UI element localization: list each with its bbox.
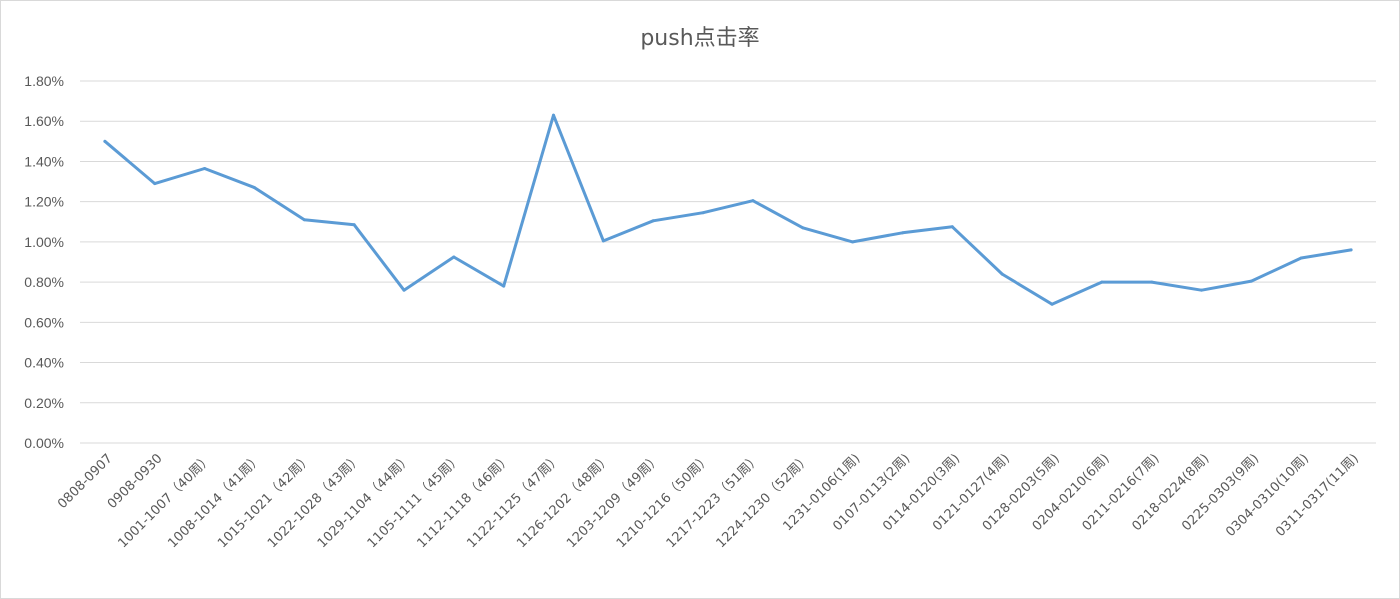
data-point <box>751 199 755 203</box>
x-tick-label: 1217-1223（51周） <box>664 451 764 551</box>
x-tick-label: 1126-1202（48周） <box>514 451 614 551</box>
x-tick-label: 1122-1125（47周） <box>464 451 564 551</box>
x-tick-label: 1105-1111（45周） <box>365 451 465 551</box>
data-point <box>452 255 456 259</box>
data-point <box>1200 288 1204 292</box>
data-point <box>103 139 107 143</box>
data-point <box>701 211 705 215</box>
y-tick-label: 1.20% <box>24 194 64 210</box>
y-tick-label: 0.20% <box>24 395 64 411</box>
data-point <box>302 218 306 222</box>
y-tick-label: 0.40% <box>24 355 64 371</box>
y-tick-label: 1.00% <box>24 234 64 250</box>
x-tick-label: 1112-1118（46周） <box>415 451 515 551</box>
x-tick-label: 1203-1209（49周） <box>564 451 664 551</box>
data-point <box>352 223 356 227</box>
y-tick-label: 0.80% <box>24 274 64 290</box>
data-point <box>402 288 406 292</box>
data-point <box>153 182 157 186</box>
x-tick-label: 1001-1007（40周） <box>115 451 215 551</box>
x-tick-label: 1210-1216（50周） <box>614 451 714 551</box>
data-point <box>950 225 954 229</box>
gridlines <box>80 80 1376 444</box>
x-axis-ticks: 0808-09070908-09301001-1007（40周）1008-101… <box>55 451 1362 551</box>
data-point <box>1349 248 1353 252</box>
y-tick-label: 0.60% <box>24 314 64 330</box>
data-point <box>1150 280 1154 284</box>
x-tick-label: 1008-1014（41周） <box>165 451 265 551</box>
chart-title: push点击率 <box>640 26 760 51</box>
y-tick-label: 0.00% <box>24 435 64 451</box>
y-tick-label: 1.80% <box>24 73 64 89</box>
data-point <box>502 284 506 288</box>
data-point <box>900 231 904 235</box>
data-point <box>552 113 556 117</box>
data-point <box>651 219 655 223</box>
data-point <box>851 240 855 244</box>
data-point <box>203 166 207 170</box>
data-point <box>252 186 256 190</box>
x-tick-label: 1224-1230（52周） <box>714 451 814 551</box>
x-tick-label: 0304-0310(10周) <box>1223 451 1312 540</box>
data-point <box>1050 302 1054 306</box>
x-tick-label: 1029-1104（44周） <box>315 451 415 551</box>
x-tick-label: 1015-1021（42周） <box>215 451 315 551</box>
series-line <box>103 113 1353 306</box>
x-tick-label: 1022-1028（43周） <box>265 451 365 551</box>
data-point <box>801 226 805 230</box>
data-point <box>601 239 605 243</box>
y-tick-label: 1.60% <box>24 113 64 129</box>
y-tick-label: 1.40% <box>24 153 64 169</box>
x-tick-label: 0311-0317(11周) <box>1273 451 1362 540</box>
data-point <box>1100 280 1104 284</box>
series <box>103 113 1353 306</box>
data-point <box>1299 256 1303 260</box>
data-point <box>1249 279 1253 283</box>
y-axis-ticks: 0.00% 0.20% 0.40% 0.60% 0.80% 1.00% 1.20% 1.40%… <box>24 73 64 451</box>
data-point <box>1000 272 1004 276</box>
